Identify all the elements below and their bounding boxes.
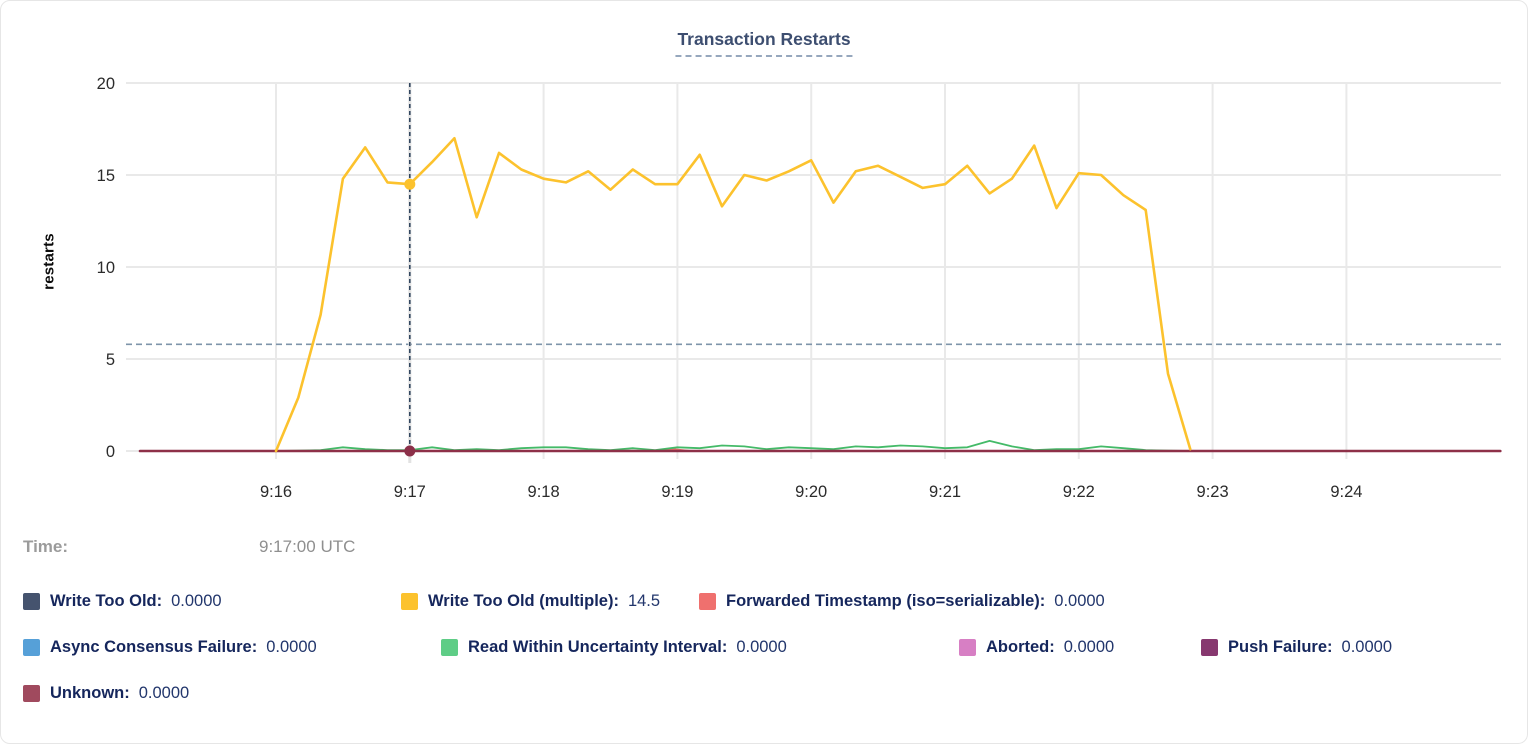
unknown-swatch — [23, 685, 40, 702]
legend-label: Async Consensus Failure: — [50, 638, 258, 656]
legend-value: 0.0000 — [171, 592, 222, 610]
legend-label: Write Too Old: — [50, 592, 163, 610]
x-tick-label: 9:23 — [1197, 483, 1229, 501]
highlight-dot-write-too-old-multiple — [404, 178, 416, 190]
write-too-old-swatch — [23, 593, 40, 610]
y-tick-label: 20 — [97, 75, 115, 93]
legend-item-forwarded-timestamp[interactable]: Forwarded Timestamp (iso=serializable): 0… — [699, 592, 1105, 611]
y-tick-label: 10 — [97, 259, 115, 277]
forwarded-timestamp-swatch — [699, 593, 716, 610]
legend-value: 14.5 — [627, 592, 661, 610]
x-tick-label: 9:20 — [795, 483, 827, 501]
x-tick-label: 9:21 — [929, 483, 961, 501]
legend-label: Forwarded Timestamp (iso=serializable): — [726, 592, 1046, 610]
legend-item-write-too-old-multiple[interactable]: Write Too Old (multiple): 14.5 — [401, 592, 660, 611]
legend-label: Unknown: — [50, 684, 130, 702]
legend-value: 0.0000 — [1054, 592, 1105, 610]
y-tick-label: 0 — [106, 443, 115, 461]
legend-item-async-consensus-failure[interactable]: Async Consensus Failure: 0.0000 — [23, 638, 317, 657]
legend-item-aborted[interactable]: Aborted: 0.0000 — [959, 638, 1114, 657]
x-tick-label: 9:17 — [394, 483, 426, 501]
x-tick-label: 9:18 — [528, 483, 560, 501]
legend-label: Read Within Uncertainty Interval: — [468, 638, 728, 656]
chart-title[interactable]: Transaction Restarts — [675, 29, 853, 57]
aborted-swatch — [959, 639, 976, 656]
legend-label: Aborted: — [986, 638, 1055, 656]
legend-item-unknown[interactable]: Unknown: 0.0000 — [23, 684, 189, 703]
legend-value: 0.0000 — [1341, 638, 1392, 656]
write-too-old-multiple-swatch — [401, 593, 418, 610]
series-line-write-too-old-multiple — [274, 136, 1192, 453]
legend-value: 0.0000 — [736, 638, 787, 656]
legend-label: Push Failure: — [1228, 638, 1333, 656]
y-tick-label: 5 — [106, 351, 115, 369]
read-within-uncertainty-interval-swatch — [441, 639, 458, 656]
x-tick-label: 9:22 — [1063, 483, 1095, 501]
tooltip-time-value: 9:17:00 UTC — [259, 537, 356, 556]
highlight-dot-zero-series — [404, 445, 416, 457]
legend-label: Write Too Old (multiple): — [428, 592, 619, 610]
async-consensus-failure-swatch — [23, 639, 40, 656]
legend-item-read-within-uncertainty-interval[interactable]: Read Within Uncertainty Interval: 0.0000 — [441, 638, 787, 657]
legend-item-write-too-old[interactable]: Write Too Old: 0.0000 — [23, 592, 222, 611]
push-failure-swatch — [1201, 639, 1218, 656]
transaction-restarts-chart[interactable]: 0 5 10 15 20 9:16 9:17 9:18 9:19 9:20 9:21 9:22 9:23… — [1, 1, 1527, 521]
legend-value: 0.0000 — [138, 684, 190, 702]
legend-value: 0.0000 — [266, 638, 317, 656]
legend-item-push-failure[interactable]: Push Failure: 0.0000 — [1201, 638, 1392, 657]
x-tick-label: 9:19 — [661, 483, 693, 501]
y-tick-label: 15 — [97, 167, 115, 185]
tooltip-time-label: Time: — [23, 537, 69, 556]
x-tick-label: 9:24 — [1330, 483, 1362, 501]
x-tick-label: 9:16 — [260, 483, 292, 501]
legend-value: 0.0000 — [1063, 638, 1115, 656]
